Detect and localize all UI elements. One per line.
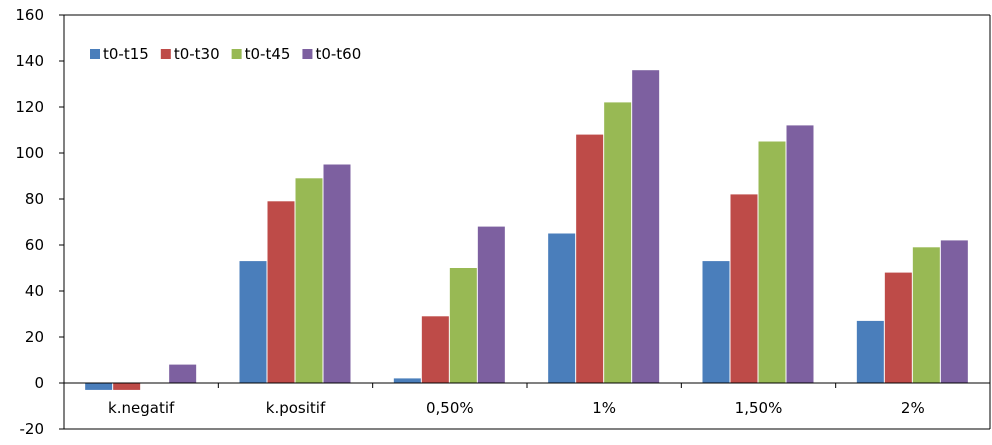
bar-t0-t15-1,50% (702, 261, 730, 383)
bar-t0-t60-1% (632, 70, 660, 383)
bar-t0-t45-1% (604, 102, 632, 384)
bar-t0-t15-0,50% (393, 378, 421, 383)
bar-t0-t60-2% (940, 240, 968, 383)
bar-t0-t15-1% (548, 233, 576, 383)
bar-t0-t15-k.positif (239, 261, 267, 383)
legend-swatch-t0-t45 (231, 49, 242, 59)
y-axis: -20 0 20 40 60 80 100 120 140 160 (15, 6, 65, 438)
x-tick-label: 1,50% (735, 399, 783, 417)
y-tick-label: 100 (15, 144, 44, 162)
bar-t0-t30-1,50% (730, 194, 758, 383)
y-tick-label: 140 (15, 52, 44, 70)
legend-label-t0-t15: t0-t15 (103, 45, 149, 63)
legend-swatch-t0-t30 (160, 49, 171, 59)
x-tick-label: k.negatif (108, 399, 175, 417)
legend-label-t0-t60: t0-t60 (315, 45, 361, 63)
y-tick-label: 120 (15, 98, 44, 116)
y-tick-label: -20 (20, 420, 45, 438)
legend-swatch-t0-t60 (302, 49, 313, 59)
x-tick-label: k.positif (266, 399, 326, 417)
y-tick-label: 20 (25, 328, 44, 346)
bar-t0-t30-2% (884, 272, 912, 383)
x-tick-label: 1% (592, 399, 616, 417)
bar-t0-t45-2% (912, 247, 940, 383)
plot-frame (64, 14, 991, 430)
legend-swatch-t0-t15 (90, 49, 100, 59)
y-tick-label: 60 (25, 236, 44, 254)
bar-t0-t60-k.positif (323, 164, 351, 383)
x-tick-label: 2% (901, 399, 925, 417)
bar-t0-t60-1,50% (786, 125, 814, 384)
bar-t0-t60-0,50% (477, 226, 505, 383)
y-tick-label: 80 (25, 190, 44, 208)
legend-label-t0-t30: t0-t30 (174, 45, 220, 63)
bar-t0-t45-0,50% (449, 268, 477, 383)
y-tick-label: 0 (34, 374, 44, 392)
bars-group (85, 70, 968, 390)
bar-t0-t60-k.negatif (169, 364, 197, 383)
bar-t0-t15-2% (856, 320, 884, 383)
bar-t0-t30-0,50% (421, 316, 449, 383)
bar-t0-t15-k.negatif (85, 383, 113, 390)
legend-label-t0-t45: t0-t45 (245, 45, 291, 63)
bar-t0-t30-k.positif (267, 201, 295, 383)
bar-t0-t45-1,50% (758, 141, 786, 383)
bar-t0-t30-1% (576, 134, 604, 383)
bar-t0-t30-k.negatif (113, 383, 141, 390)
x-axis: k.negatif k.positif 0,50% 1% 1,50% 2% (63, 382, 990, 417)
x-tick-label: 0,50% (426, 399, 474, 417)
legend: t0-t15 t0-t30 t0-t45 t0-t60 (90, 45, 361, 63)
bar-t0-t45-k.positif (295, 178, 323, 383)
y-tick-label: 160 (15, 6, 44, 24)
y-tick-label: 40 (25, 282, 44, 300)
